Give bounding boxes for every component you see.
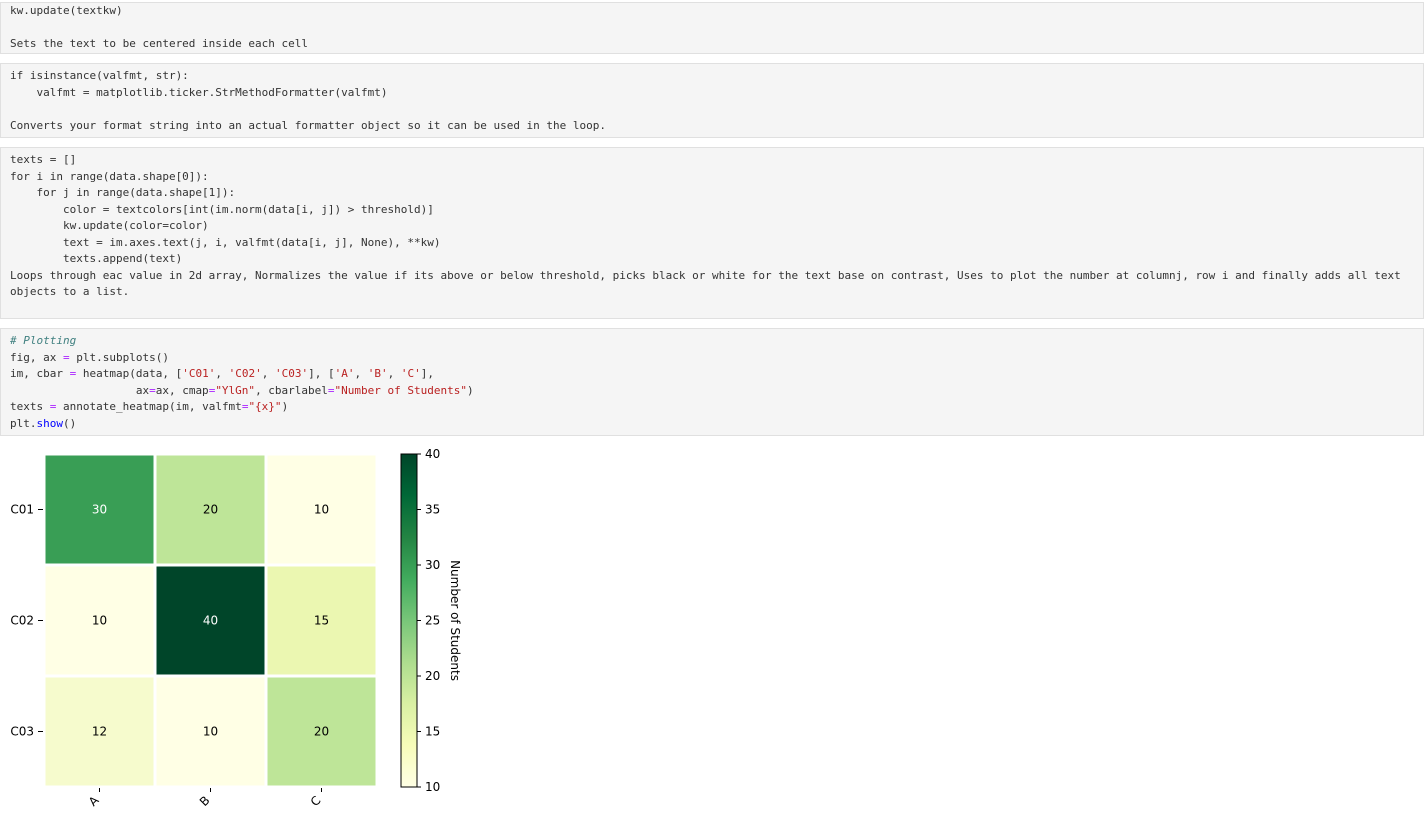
- markdown-code-text: texts = [] for i in range(data.shape[0])…: [10, 153, 441, 265]
- code-input[interactable]: # Plotting fig, ax = plt.subplots() im, …: [1, 329, 1423, 432]
- cell-value-label: 20: [203, 503, 218, 517]
- col-tick-label: B: [197, 793, 213, 809]
- markdown-text: if isinstance(valfmt, str): valfmt = mat…: [10, 69, 607, 132]
- cell-value-label: 10: [92, 614, 107, 628]
- cell-value-label: 12: [92, 725, 107, 739]
- code-comment: # Plotting: [10, 334, 77, 347]
- colorbar-tick-label: 15: [425, 725, 440, 739]
- heatmap-cell: [264, 674, 379, 789]
- colorbar-tick-label: 35: [425, 503, 440, 517]
- code-line: texts = annotate_heatmap(im, valfmt="{x}…: [10, 400, 289, 413]
- row-tick-label: C02: [10, 614, 34, 628]
- cell-value-label: 10: [314, 503, 329, 517]
- heatmap-cell: [264, 563, 379, 678]
- code-line: plt.show(): [10, 416, 77, 430]
- markdown-cell-1[interactable]: kw.update(textkw) Sets the text to be ce…: [0, 2, 1424, 54]
- colorbar-tick-label: 30: [425, 558, 440, 572]
- cell-value-label: 40: [203, 614, 218, 628]
- col-tick-label: A: [86, 793, 102, 809]
- colorbar: [400, 453, 418, 788]
- markdown-cell-3[interactable]: texts = [] for i in range(data.shape[0])…: [0, 147, 1424, 319]
- cell-value-label: 30: [92, 503, 107, 517]
- row-tick-label: C01: [10, 503, 34, 517]
- markdown-text: kw.update(textkw) Sets the text to be ce…: [10, 4, 309, 50]
- heatmap-cell: [153, 674, 268, 789]
- cell-value-label: 10: [203, 725, 218, 739]
- heatmap-cell: [153, 452, 268, 567]
- heatmap-chart: 30 20 10 10 40 15 12 10 20 C01 C02 C03 A B C 10 15 20 25 30…: [10, 447, 462, 809]
- cell-value-label: 15: [314, 614, 329, 628]
- colorbar-tick-label: 10: [425, 780, 440, 794]
- heatmap-cell: [42, 452, 157, 567]
- code-line: ax=ax, cmap="YlGn", cbarlabel="Number of…: [10, 383, 474, 397]
- row-tick-label: C03: [10, 725, 34, 739]
- markdown-paragraph: Loops through eac value in 2d array, Nor…: [10, 268, 1401, 299]
- code-cell[interactable]: # Plotting fig, ax = plt.subplots() im, …: [0, 328, 1424, 436]
- col-tick-label: C: [308, 793, 324, 809]
- colorbar-label: Number of Students: [448, 560, 462, 681]
- colorbar-tick-label: 40: [425, 447, 440, 461]
- heatmap-cell: [42, 674, 157, 789]
- heatmap-output: 30 20 10 10 40 15 12 10 20 C01 C02 C03 A B C 10 15 20 25 30…: [0, 438, 520, 809]
- cell-value-label: 20: [314, 725, 329, 739]
- markdown-cell-2[interactable]: if isinstance(valfmt, str): valfmt = mat…: [0, 63, 1424, 138]
- code-line: fig, ax = plt.subplots(): [10, 350, 169, 364]
- colorbar-tick-label: 25: [425, 614, 440, 628]
- colorbar-tick-label: 20: [425, 669, 440, 683]
- code-line: im, cbar = heatmap(data, ['C01', 'C02', …: [10, 367, 434, 380]
